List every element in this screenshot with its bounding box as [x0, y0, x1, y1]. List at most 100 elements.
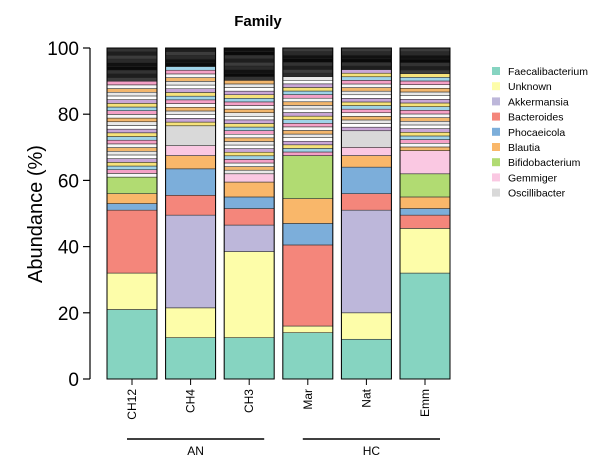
bar-segment-other — [399, 132, 451, 137]
bar-segment-other — [341, 76, 392, 81]
bar-segment-other — [106, 55, 158, 60]
bars — [106, 47, 451, 380]
bar-segment-akkermansia — [165, 214, 216, 309]
bar-segment-other — [223, 80, 275, 85]
bar-segment-other — [282, 115, 334, 120]
y-tick-label: 60 — [58, 171, 79, 192]
x-tick-label: CH4 — [184, 389, 198, 413]
bar-segment-other — [106, 132, 158, 137]
bar-segment-other — [282, 130, 334, 135]
bar-segment-other — [399, 73, 451, 78]
legend-label: Bifidobacterium — [508, 157, 581, 169]
bar-segment-other — [282, 69, 334, 74]
bar-segment-other — [399, 143, 451, 148]
bar-segment-other — [282, 72, 334, 77]
bar-segment-other — [106, 125, 158, 130]
bar-segment-unknown — [106, 272, 158, 310]
bar-segment-other — [399, 62, 451, 67]
bar-segment-other — [223, 119, 275, 124]
y-axis: 0 20 40 60 80 100 — [47, 39, 91, 391]
y-tick-label: 0 — [68, 370, 79, 391]
bar-segment-other — [106, 88, 158, 93]
bar-segment-other — [106, 128, 158, 134]
legend: Faecalibacterium Unknown Akkermansia Bacter… — [492, 66, 588, 200]
bar-segment-other — [341, 126, 392, 132]
bar-segment-other — [165, 84, 216, 89]
group-label: AN — [187, 444, 204, 458]
legend-label: Bacteroides — [508, 112, 563, 124]
bar-segment-other — [165, 88, 216, 93]
bar-segment-other — [399, 47, 451, 52]
bar-segment-other — [399, 80, 451, 85]
bar-segment-other — [341, 51, 392, 56]
bar-segment-other — [165, 69, 216, 75]
bar-segment-other — [106, 139, 158, 145]
bar-emm — [399, 47, 451, 380]
bar-segment-other — [106, 110, 158, 115]
bar-segment-faecalibacterium — [341, 338, 392, 380]
bar-segment-gemmiger — [223, 173, 275, 183]
bar-segment-bifidobacterium — [106, 176, 158, 194]
bar-segment-other — [223, 90, 275, 95]
bar-segment-other — [106, 158, 158, 163]
bar-segment-phocaeicola — [165, 168, 216, 196]
bar-segment-other — [106, 114, 158, 119]
bar-segment-bacteroides — [282, 244, 334, 327]
bar-ch4 — [165, 47, 217, 380]
bar-segment-other — [282, 112, 334, 117]
bar-segment-other — [282, 90, 334, 95]
bar-segment-other — [341, 105, 392, 110]
bar-segment-other — [282, 94, 334, 99]
legend-swatch — [492, 67, 500, 75]
bar-segment-blautia — [341, 155, 392, 168]
bar-segment-phocaeicola — [223, 196, 275, 209]
bar-segment-oscillibacter — [341, 130, 392, 148]
bar-segment-other — [341, 62, 392, 67]
bar-segment-oscillibacter — [165, 125, 216, 146]
bar-segment-other — [341, 108, 392, 114]
bar-segment-other — [106, 66, 158, 71]
legend-swatch — [492, 173, 500, 182]
x-tick-label: Emm — [418, 389, 432, 417]
bar-segment-other — [223, 72, 275, 77]
bar-segment-other — [106, 95, 158, 100]
x-tick-label: Mar — [301, 389, 315, 410]
bar-segment-unknown — [282, 325, 334, 333]
bar-segment-other — [223, 94, 275, 99]
group-label: HC — [363, 444, 381, 458]
bar-segment-other — [341, 112, 392, 117]
bar-segment-faecalibacterium — [165, 337, 216, 380]
bar-segment-other — [165, 77, 216, 82]
bar-segment-other — [106, 136, 158, 141]
bar-segment-unknown — [341, 312, 392, 340]
bar-segment-other — [282, 137, 334, 142]
bar-segment-other — [223, 169, 275, 175]
bar-segment-other — [399, 84, 451, 89]
bar-segment-bifidobacterium — [399, 173, 451, 198]
bar-segment-other — [399, 58, 451, 63]
bar-segment-bacteroides — [399, 214, 451, 229]
bar-segment-other — [223, 137, 275, 142]
bar-segment-other — [341, 101, 392, 106]
bar-segment-other — [223, 151, 275, 157]
bar-segment-unknown — [399, 228, 451, 274]
bar-segment-other — [282, 123, 334, 128]
bar-segment-other — [223, 116, 275, 121]
bar-segment-gemmiger — [341, 147, 392, 156]
bar-segment-other — [282, 76, 334, 81]
bar-segment-other — [223, 101, 275, 106]
bar-segment-other — [399, 121, 451, 126]
bar-segment-other — [165, 51, 216, 56]
bar-segment-other — [106, 106, 158, 111]
bar-segment-other — [223, 166, 275, 171]
bar-segment-other — [341, 87, 392, 92]
bar-segment-gemmiger — [165, 145, 216, 156]
bar-segment-other — [282, 47, 334, 52]
bar-segment-other — [223, 144, 275, 149]
bar-segment-other — [223, 130, 275, 135]
bar-segment-other — [282, 65, 334, 70]
bar-segment-other — [282, 51, 334, 56]
bar-segment-other — [341, 69, 392, 74]
bar-segment-other — [106, 173, 158, 178]
bar-segment-other — [341, 47, 392, 52]
